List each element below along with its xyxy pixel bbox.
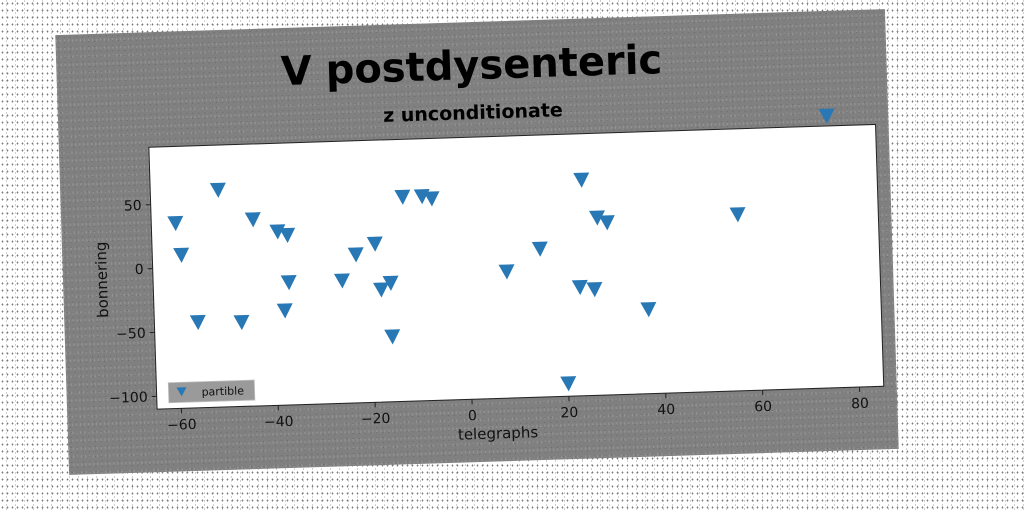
y-tick-label: −50 <box>116 326 146 343</box>
data-point <box>269 224 286 240</box>
data-point <box>560 376 577 392</box>
data-point <box>382 275 399 291</box>
data-point <box>244 212 261 228</box>
data-point <box>173 247 190 263</box>
data-point <box>280 274 297 291</box>
data-point <box>818 108 835 124</box>
data-point <box>394 189 411 205</box>
figure-panel: V postdysenteric z unconditionate −60 −40… <box>55 9 899 475</box>
data-point <box>366 236 383 252</box>
data-point <box>233 314 250 331</box>
y-tick-label: −100 <box>109 390 148 407</box>
x-tick-label: −60 <box>167 417 197 434</box>
chart-subtitle: z unconditionate <box>383 99 563 127</box>
data-point <box>573 172 590 188</box>
y-tick-label: 0 <box>135 262 144 278</box>
x-tick-label: 0 <box>468 408 477 424</box>
y-axis-label: bonnering <box>92 241 112 318</box>
data-points <box>167 108 835 392</box>
data-point <box>640 302 657 318</box>
data-point <box>276 303 293 319</box>
x-tick-label: 80 <box>851 396 869 413</box>
legend-marker <box>176 387 187 397</box>
data-point <box>598 215 615 231</box>
data-point <box>588 210 605 226</box>
x-axis-label: telegraphs <box>458 423 539 444</box>
data-point <box>209 182 226 198</box>
data-point <box>384 329 401 345</box>
x-tick-label: 40 <box>657 402 675 419</box>
data-point <box>373 282 390 298</box>
plot-area <box>148 123 885 410</box>
x-tick-label: 60 <box>754 399 772 416</box>
data-point <box>498 264 515 280</box>
data-point <box>347 247 364 263</box>
chart-title: V postdysenteric <box>280 37 663 95</box>
x-tick-label: −40 <box>264 414 294 431</box>
data-point <box>571 279 588 296</box>
y-tick-label: 50 <box>124 198 142 215</box>
data-point <box>279 227 296 243</box>
scatter-chart: V postdysenteric z unconditionate −60 −40… <box>92 37 885 444</box>
data-point <box>167 215 184 232</box>
data-point <box>189 314 206 331</box>
data-point <box>729 207 746 223</box>
data-point <box>333 273 350 289</box>
data-point <box>423 191 440 207</box>
x-axis: −60 −40 −20 0 20 40 60 80 <box>167 387 869 434</box>
data-point <box>586 282 603 298</box>
x-tick-label: 20 <box>560 405 578 422</box>
y-axis: −100 −50 0 50 <box>109 198 157 407</box>
legend: partible <box>167 379 256 404</box>
x-tick-label: −20 <box>361 411 391 428</box>
legend-label: partible <box>201 384 244 398</box>
legend-box <box>167 379 256 404</box>
data-point <box>531 241 548 257</box>
